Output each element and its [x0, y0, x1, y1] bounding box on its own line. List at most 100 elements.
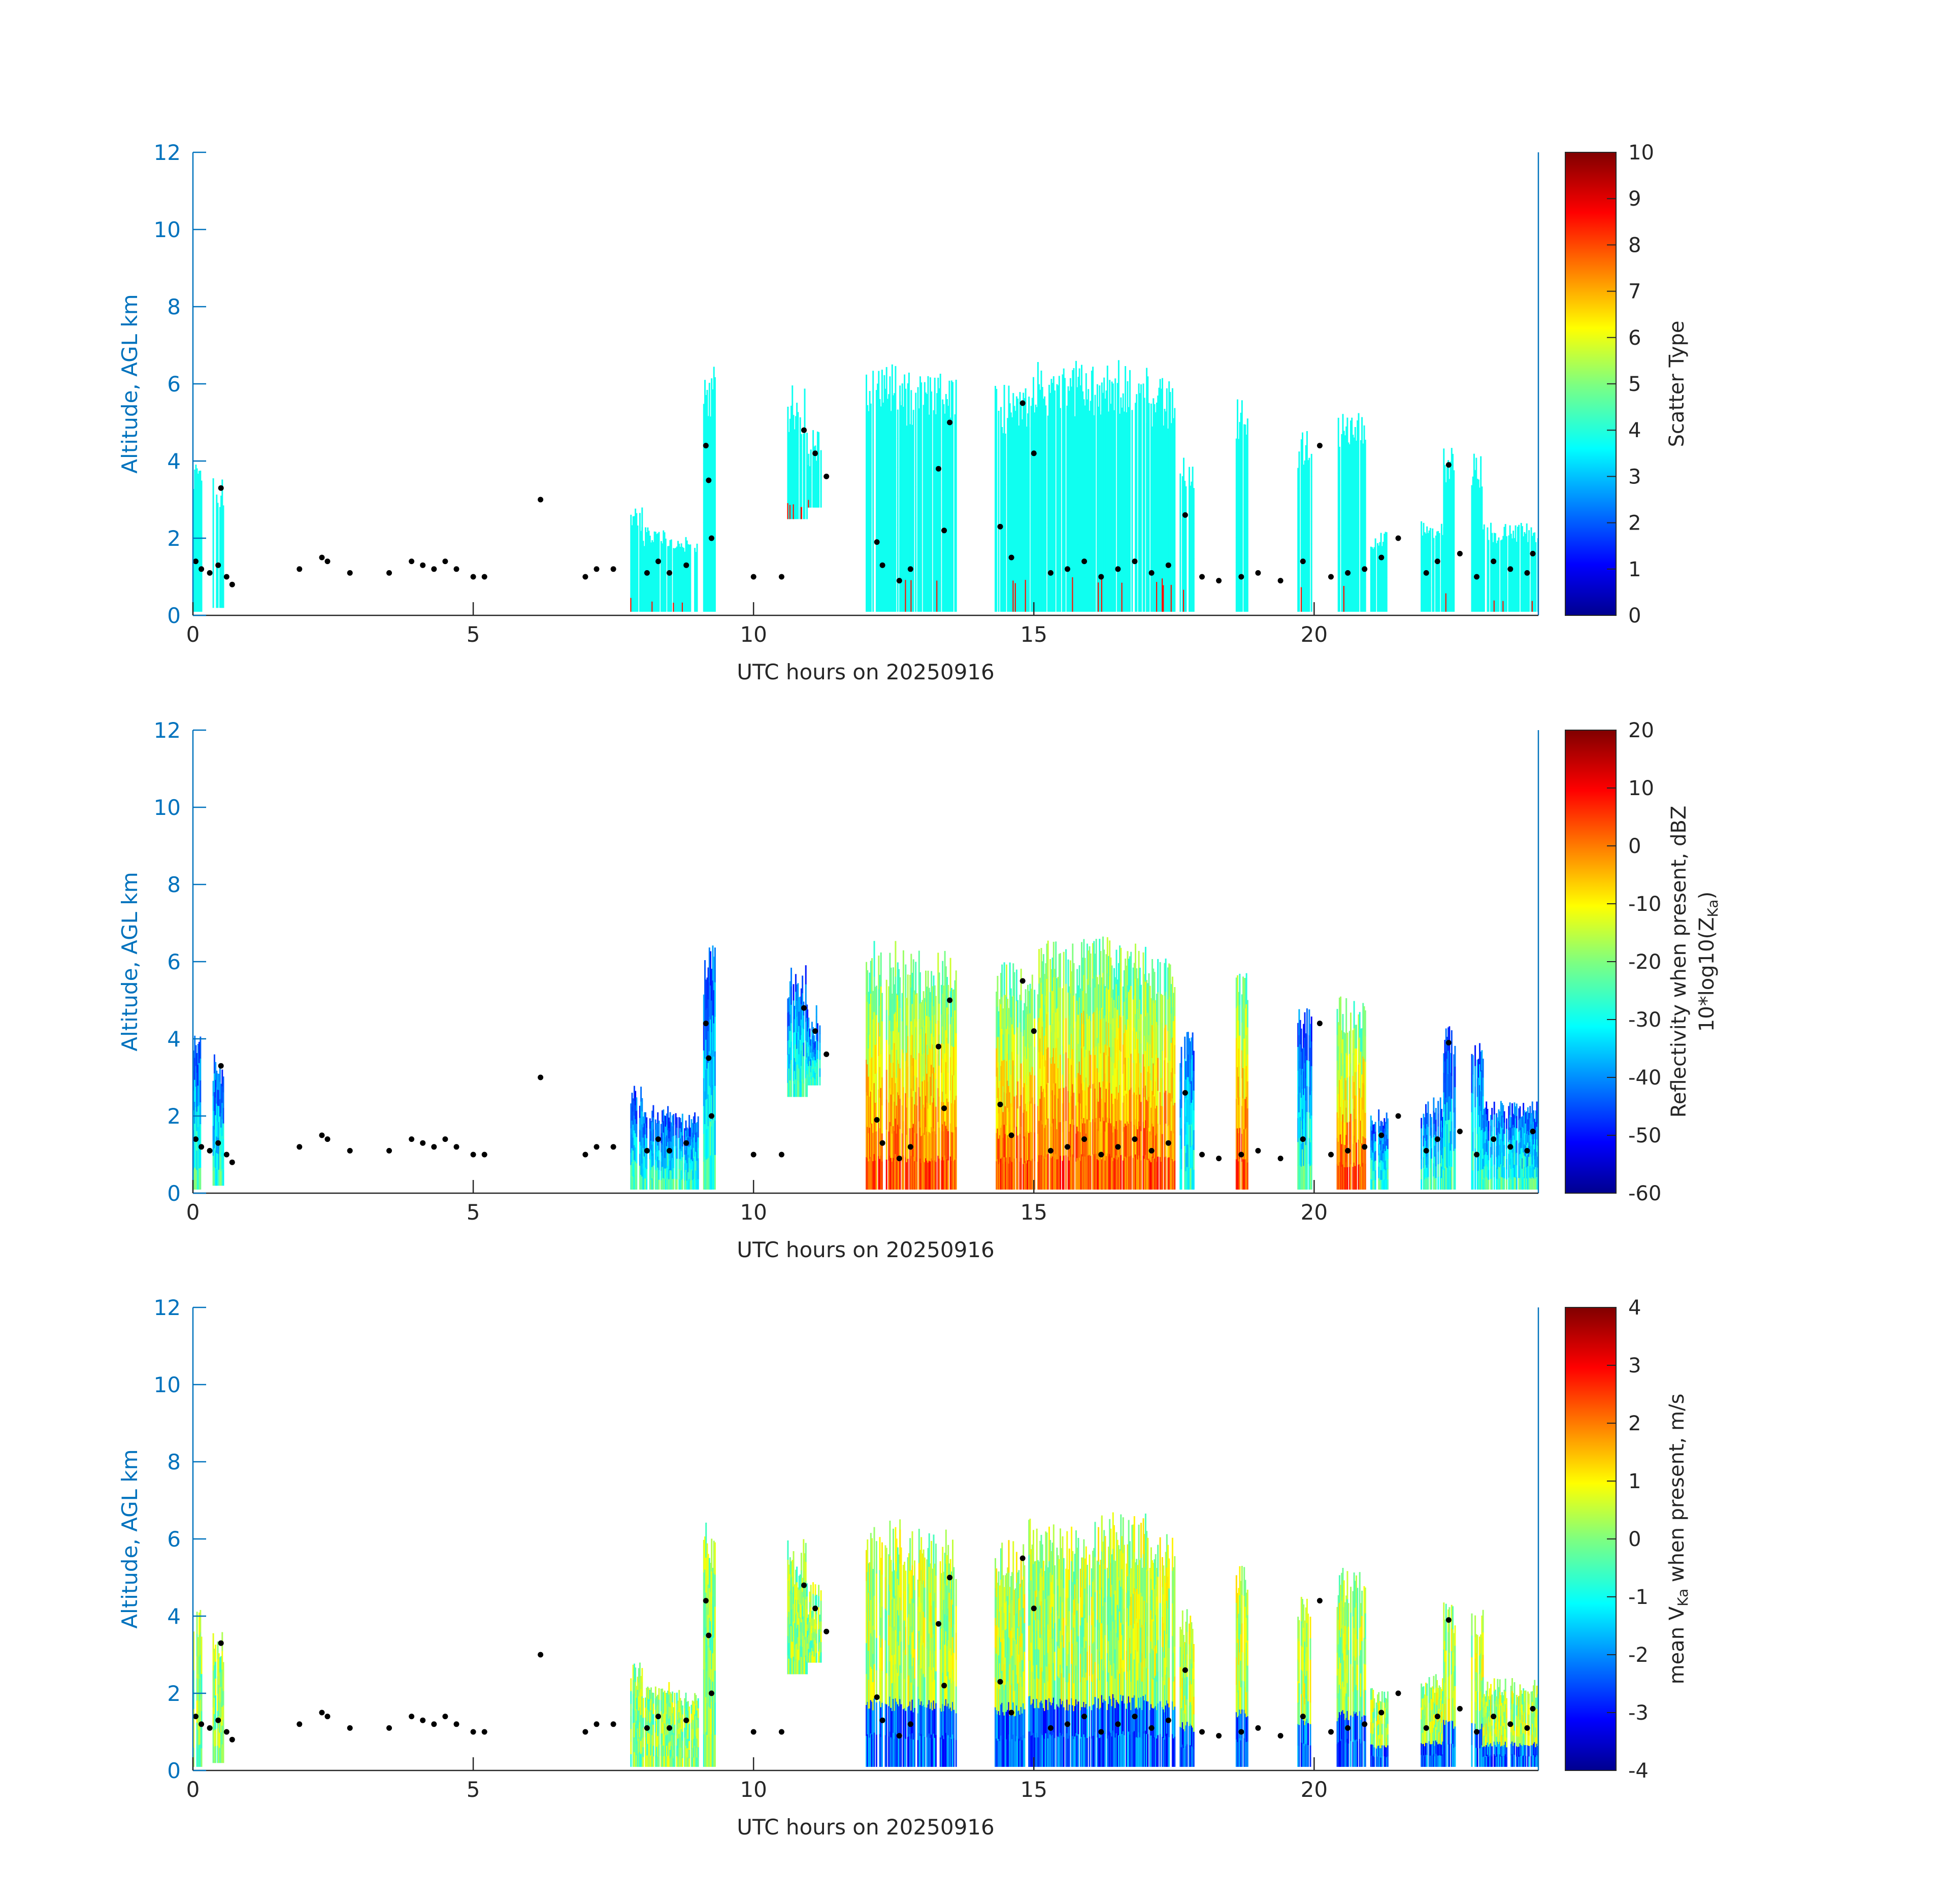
- x-tick-label: 5: [467, 622, 480, 647]
- echo-cell: [1373, 547, 1375, 557]
- echo-cell: [1028, 580, 1030, 612]
- echo-cell: [197, 1064, 199, 1086]
- echo-cell: [1534, 543, 1536, 555]
- echo-cell: [680, 1179, 682, 1190]
- echo-cell: [948, 479, 950, 513]
- echo-cell: [692, 1151, 694, 1161]
- echo-cell: [1386, 566, 1388, 578]
- echo-cell: [1069, 478, 1071, 512]
- echo-cell: [791, 986, 792, 1005]
- echo-cell: [917, 515, 919, 548]
- echo-cell: [1148, 492, 1150, 522]
- echo-cell: [885, 1069, 887, 1100]
- echo-cell: [943, 434, 945, 464]
- echo-cell: [1423, 573, 1425, 586]
- echo-cell: [1162, 378, 1163, 412]
- echo-cell: [1037, 994, 1039, 1023]
- echo-cell: [1496, 552, 1498, 563]
- echo-cell: [1092, 402, 1094, 437]
- echo-cell: [1506, 557, 1507, 569]
- y-tick-label: 10: [154, 217, 181, 242]
- echo-cell: [675, 1113, 677, 1125]
- echo-cell: [1121, 553, 1123, 583]
- echo-cell: [1102, 455, 1104, 487]
- echo-cell: [1500, 550, 1502, 561]
- echo-cell: [1518, 586, 1520, 600]
- echo-cell: [927, 499, 929, 528]
- echo-cell: [1371, 575, 1373, 584]
- echo-cell: [1304, 547, 1306, 569]
- echo-cell: [697, 1116, 699, 1127]
- echo-cell: [1108, 440, 1109, 469]
- echo-cell: [1502, 557, 1504, 569]
- echo-cell: [909, 477, 911, 505]
- echo-cell: [1090, 431, 1092, 462]
- echo-cell: [1101, 415, 1103, 448]
- echo-cell: [1483, 524, 1485, 537]
- echo-cell: [1066, 464, 1068, 495]
- echo-cell: [706, 389, 708, 422]
- echo-cell: [215, 1150, 217, 1168]
- echo-cell: [1163, 585, 1165, 612]
- echo-cell: [1530, 563, 1532, 576]
- echo-cell: [664, 566, 666, 578]
- echo-cell: [200, 551, 202, 572]
- echo-cell: [815, 1051, 817, 1063]
- echo-cell: [1098, 553, 1100, 583]
- echo-cell: [1060, 582, 1061, 612]
- echo-cell: [1521, 526, 1523, 539]
- echo-cell: [706, 1159, 708, 1190]
- echo-cell: [1082, 422, 1084, 455]
- echo-cell: [1360, 587, 1362, 612]
- echo-cell: [954, 527, 956, 555]
- echo-cell: [665, 601, 667, 612]
- echo-cell: [1354, 532, 1356, 560]
- echo-cell: [943, 1073, 945, 1102]
- echo-cell: [1354, 453, 1356, 480]
- echo-cell: [809, 478, 811, 484]
- echo-cell: [868, 1104, 870, 1133]
- echo-cell: [1238, 513, 1240, 538]
- echo-cell: [925, 423, 927, 455]
- echo-cell: [1167, 454, 1169, 481]
- echo-cell: [797, 442, 799, 458]
- echo-cell: [1429, 599, 1431, 612]
- echo-cell: [1126, 526, 1128, 555]
- echo-cell: [1116, 415, 1118, 449]
- echo-cell: [1435, 535, 1437, 547]
- echo-cell: [1066, 523, 1068, 553]
- echo-cell: [1171, 579, 1173, 612]
- echo-cell: [632, 1150, 634, 1164]
- echo-cell: [869, 580, 871, 612]
- echo-cell: [1185, 576, 1187, 594]
- echo-cell: [787, 1068, 789, 1083]
- echo-cell: [1034, 990, 1036, 1019]
- echo-cell: [904, 510, 906, 544]
- echo-cell: [809, 1077, 811, 1086]
- echo-cell: [1136, 425, 1138, 457]
- echo-cell: [809, 1069, 811, 1077]
- echo-cell: [1002, 1137, 1004, 1164]
- echo-cell: [1013, 465, 1015, 495]
- echo-cell: [218, 1169, 220, 1186]
- echo-cell: [789, 490, 791, 505]
- echo-cell: [912, 959, 914, 993]
- echo-cell: [881, 1133, 883, 1162]
- echo-cell: [705, 518, 707, 550]
- echo-cell: [915, 1092, 917, 1125]
- echo-cell: [1352, 536, 1354, 562]
- echo-cell: [650, 562, 652, 573]
- echo-cell: [1482, 576, 1484, 588]
- echo-cell: [1174, 408, 1176, 438]
- echo-cell: [1473, 499, 1475, 522]
- echo-cell: [937, 444, 939, 478]
- echo-cell: [1104, 459, 1106, 490]
- echo-cell: [672, 1168, 673, 1179]
- echo-cell: [707, 1126, 709, 1158]
- echo-cell: [707, 500, 709, 528]
- echo-cell: [929, 377, 931, 411]
- echo-cell: [650, 1121, 652, 1131]
- echo-cell: [663, 542, 665, 554]
- echo-cell: [708, 1051, 710, 1086]
- echo-cell: [916, 1133, 918, 1162]
